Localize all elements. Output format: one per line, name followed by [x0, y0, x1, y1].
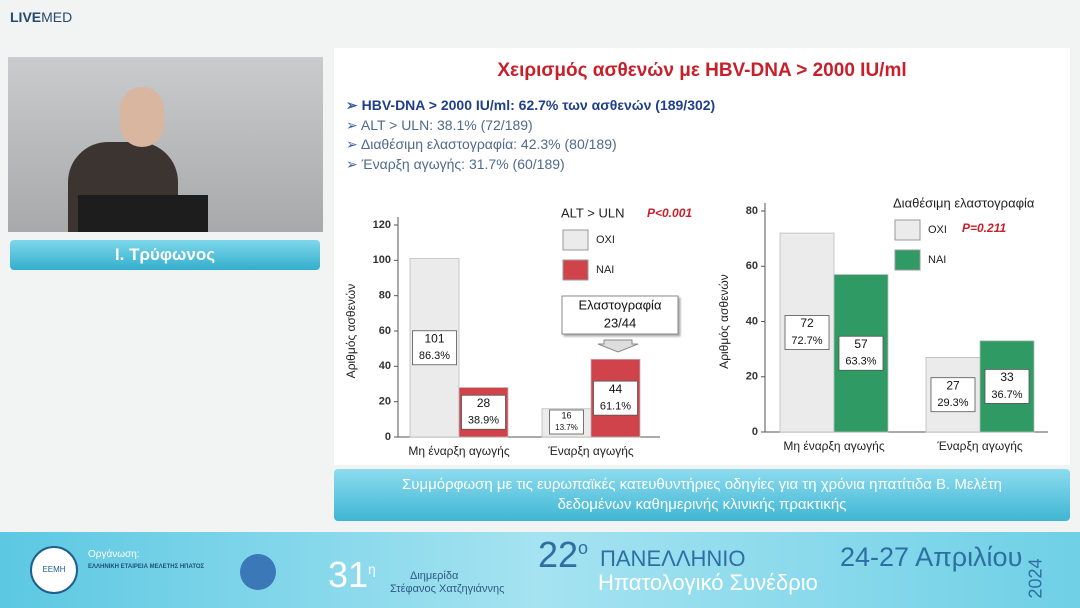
value-label-box — [412, 330, 457, 366]
legend-swatch — [562, 259, 589, 281]
legend-label: ΝΑΙ — [928, 254, 946, 266]
value-label-box — [461, 394, 506, 430]
value-label: 44 — [609, 382, 623, 396]
bullet: ➢ Διαθέσιμη ελαστογραφία: 42.3% (80/189) — [346, 135, 715, 155]
legend-swatch — [894, 249, 921, 271]
bullet: ➢ ALT > ULN: 38.1% (72/189) — [346, 116, 715, 136]
bullet-text: ALT > ULN: 38.1% (72/189) — [360, 116, 533, 133]
value-label-box — [930, 377, 976, 413]
legend-label: ΝΑΙ — [596, 264, 614, 276]
y-tick-label: 0 — [385, 431, 391, 443]
y-tick-label: 60 — [379, 325, 391, 337]
p-value: P=0.211 — [962, 221, 1006, 235]
org-label: Οργάνωση: — [88, 549, 140, 560]
year: 2024 — [1025, 558, 1046, 599]
y-axis-label: Αριθμός ασθενών — [344, 284, 358, 379]
video — [8, 57, 323, 232]
legend-label: ΟΧΙ — [928, 224, 947, 236]
dates: 24-27 Απριλίου — [840, 542, 1023, 572]
value-label: 27 — [946, 378, 960, 392]
bullet-marker: ➢ — [346, 97, 362, 113]
speaker-name: Ι. Τρύφωνος — [10, 240, 320, 270]
x-tick-label: Μη έναρξη αγωγής — [783, 439, 884, 453]
bullet-marker: ➢ — [346, 116, 361, 133]
brand-rest: MED — [41, 9, 73, 25]
bullet-text: Διαθέσιμη ελαστογραφία: 42.3% (80/189) — [360, 136, 617, 152]
y-axis-label: Αριθμός ασθενών — [717, 274, 731, 369]
value-label-box — [593, 380, 638, 416]
y-tick-label: 20 — [379, 396, 391, 408]
y-tick-label: 40 — [746, 315, 758, 327]
percent-label: 72.7% — [791, 335, 822, 347]
value-label-box — [784, 315, 830, 350]
meeting-name: Διημερίδα — [410, 570, 459, 582]
y-tick-label: 80 — [746, 205, 758, 217]
congress-line1: ΠΑΝΕΛΛΗΝΙΟ — [600, 546, 746, 571]
percent-label: 63.3% — [845, 356, 876, 368]
percent-label: 38.9% — [468, 415, 499, 427]
y-tick-label: 20 — [746, 371, 758, 383]
y-tick-label: 40 — [379, 360, 391, 372]
legend-swatch — [562, 229, 589, 251]
percent-label: 61.1% — [600, 401, 631, 413]
meeting-sup: η — [368, 561, 376, 577]
percent-label: 13.7% — [555, 423, 578, 432]
x-tick-label: Μη έναρξη αγωγής — [408, 444, 509, 458]
y-tick-label: 80 — [379, 290, 391, 302]
meeting-num: 31η — [328, 554, 376, 596]
value-label: 16 — [561, 410, 571, 420]
annotation-arrow — [597, 339, 639, 353]
speaker-head — [120, 87, 164, 147]
bullet: ➢ Έναρξη αγωγής: 31.7% (60/189) — [346, 155, 715, 175]
y-tick-label: 120 — [373, 219, 391, 231]
legend-title: ALT > ULN — [561, 205, 624, 220]
congress-line2: Ηπατολογικό Συνέδριο — [598, 570, 818, 595]
brand: LIVEMED — [10, 9, 72, 25]
y-tick-label: 0 — [752, 426, 758, 438]
legend-label: ΟΧΙ — [596, 234, 615, 246]
annotation-box — [561, 295, 679, 335]
brand-bold: LIVE — [10, 9, 42, 25]
value-label-box — [984, 369, 1030, 404]
bullet-text: HBV-DNA > 2000 IU/ml: 62.7% των ασθενών … — [361, 97, 716, 113]
footer: ΕΕΜΗ Οργάνωση: ΕΛΛΗΝΙΚΗ ΕΤΑΙΡΕΙΑ ΜΕΛΕΤΗΣ… — [0, 532, 1080, 608]
percent-label: 36.7% — [991, 389, 1022, 401]
annotation-text: Ελαστογραφία — [579, 297, 662, 312]
percent-label: 86.3% — [419, 350, 450, 362]
bullet: ➢ HBV-DNA > 2000 IU/ml: 62.7% των ασθενώ… — [346, 96, 715, 116]
bullet-marker: ➢ — [346, 136, 361, 152]
value-label-box — [549, 409, 584, 435]
liver-icon — [240, 554, 276, 590]
meeting-num-text: 31 — [328, 554, 369, 595]
org-name: ΕΛΛΗΝΙΚΗ ΕΤΑΙΡΕΙΑ ΜΕΛΕΤΗΣ ΗΠΑΤΟΣ — [88, 564, 205, 570]
value-label: 57 — [854, 337, 868, 351]
x-tick-label: Έναρξη αγωγής — [936, 439, 1023, 453]
bullet-text: Έναρξη αγωγής: 31.7% (60/189) — [361, 155, 565, 172]
value-label: 101 — [424, 331, 444, 345]
y-tick-label: 100 — [373, 254, 391, 266]
value-label: 72 — [800, 316, 814, 330]
value-label: 33 — [1000, 370, 1014, 384]
x-tick-label: Έναρξη αγωγής — [547, 444, 634, 458]
value-label: 28 — [477, 396, 491, 410]
legend-swatch — [894, 219, 921, 241]
congress-num-text: 22 — [538, 534, 579, 575]
bullet-marker: ➢ — [346, 155, 362, 172]
percent-label: 29.3% — [937, 397, 968, 409]
congress-num: 22ο — [538, 534, 588, 576]
p-value: P<0.001 — [647, 206, 692, 220]
org-logo: ΕΕΜΗ — [30, 546, 78, 594]
legend-title: Διαθέσιμη ελαστογραφία — [893, 195, 1035, 210]
bullets: ➢ HBV-DNA > 2000 IU/ml: 62.7% των ασθενώ… — [346, 96, 715, 174]
annotation-text: 23/44 — [604, 315, 637, 330]
y-tick-label: 60 — [746, 260, 758, 272]
caption: Συμμόρφωση με τις ευρωπαϊκές κατευθυντήρ… — [334, 469, 1070, 521]
congress-sup: ο — [578, 538, 589, 558]
lectern — [78, 195, 208, 232]
meeting-person: Στέφανος Χατζηγιάννης — [390, 583, 505, 595]
slide-title: Χειρισμός ασθενών με HBV-DNA > 2000 IU/m… — [497, 60, 907, 81]
value-label-box — [838, 335, 884, 371]
